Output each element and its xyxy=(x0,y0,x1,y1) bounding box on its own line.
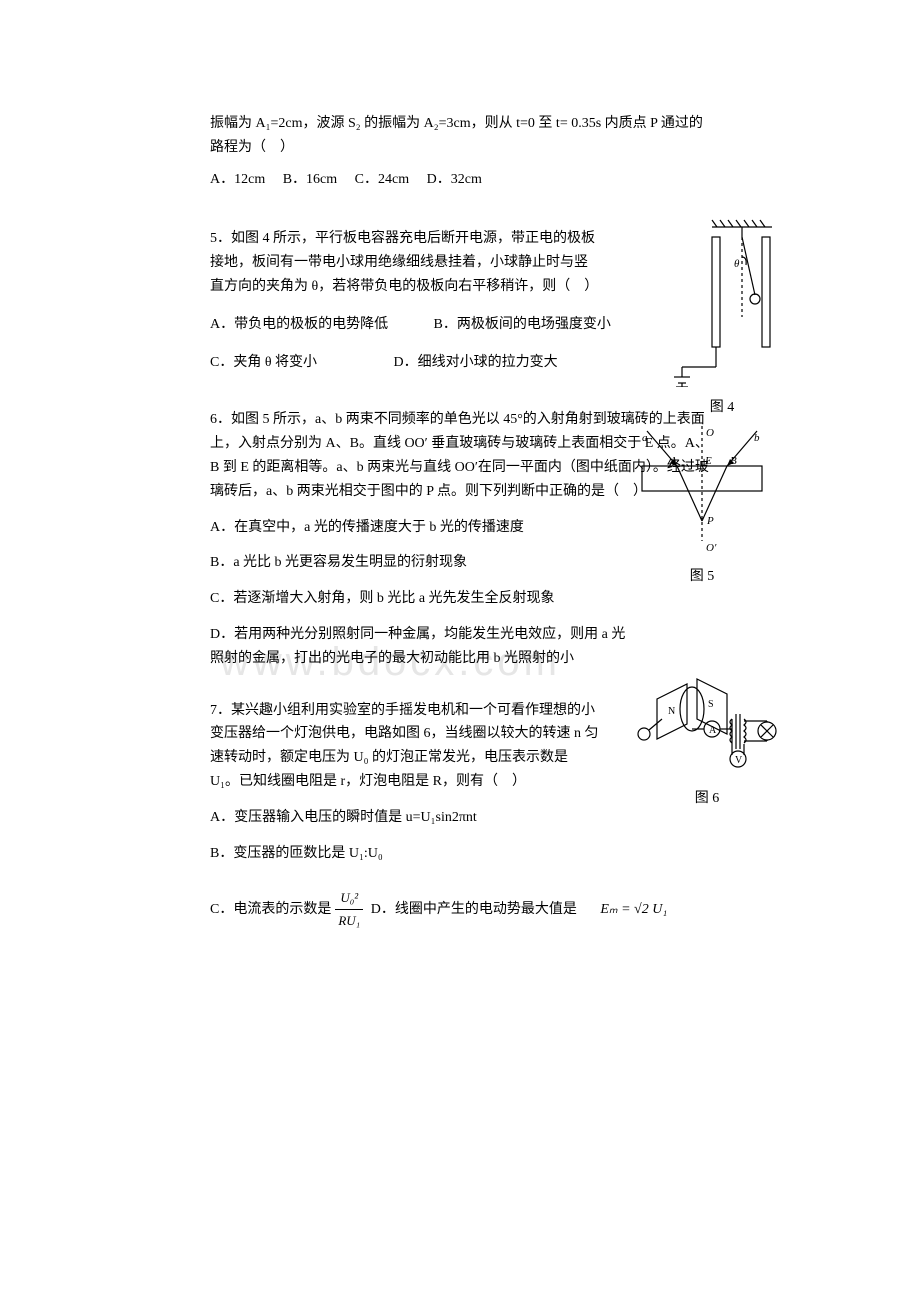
fig5-label-b: b xyxy=(754,432,760,444)
q4-choice-d: D．32cm xyxy=(427,172,482,187)
question-5: 5．如图 4 所示，平行板电容器充电后断开电源，带正电的极板接地，板间有一带电小… xyxy=(210,227,712,374)
fig5-label-Oprime: O′ xyxy=(706,542,717,554)
figure-5-svg: O O′ A B E P a b xyxy=(632,426,772,556)
fig5-label-B: B xyxy=(730,455,737,467)
figure-6-label: 图 6 xyxy=(632,787,782,811)
q6-choice-c: C．若逐渐增大入射角，则 b 光比 a 光先发生全反射现象 xyxy=(210,587,712,611)
figure-4: θ xyxy=(662,217,782,420)
q4-choices: A．12cm B．16cm C．24cm D．32cm xyxy=(210,168,712,192)
fig6-label-N: N xyxy=(668,706,675,717)
q7-choice-d-prefix: D．线圈中产生的电动势最大值是 xyxy=(371,902,577,917)
q5-choice-c: C．夹角 θ 将变小 xyxy=(210,351,390,375)
fig6-label-A: A xyxy=(709,725,717,736)
q5-choice-d: D．细线对小球的拉力变大 xyxy=(394,351,558,375)
q7-choice-b: B．变压器的匝数比是 U₁:U₀ xyxy=(210,842,712,866)
page-content: 振幅为 A₁=2cm，波源 S₂ 的振幅为 A₂=3cm，则从 t=0 至 t=… xyxy=(0,0,920,933)
figure-5-label: 图 5 xyxy=(632,565,772,589)
svg-text:θ: θ xyxy=(734,258,740,270)
fig5-label-E: E xyxy=(704,455,712,467)
fig5-label-O: O xyxy=(706,427,714,439)
figure-5: O O′ A B E P a b 图 5 xyxy=(632,426,772,589)
q5-stem: 5．如图 4 所示，平行板电容器充电后断开电源，带正电的极板接地，板间有一带电小… xyxy=(210,227,600,298)
fig6-label-S: S xyxy=(708,699,714,710)
q7-c-denominator: RU₁ xyxy=(335,910,363,932)
q5-choice-a: A．带负电的极板的电势降低 xyxy=(210,313,430,337)
q4-stem: 振幅为 A₁=2cm，波源 S₂ 的振幅为 A₂=3cm，则从 t=0 至 t=… xyxy=(210,112,710,160)
question-7: 7．某兴趣小组利用实验室的手摇发电机和一个可看作理想的小变压器给一个灯泡供电，电… xyxy=(210,699,712,933)
fig5-label-a: a xyxy=(642,432,648,444)
figure-6-svg: N S A V xyxy=(632,659,782,779)
fig5-label-A: A xyxy=(669,455,677,467)
q4-choice-c: C．24cm xyxy=(355,172,409,187)
figure-6: N S A V 图 6 xyxy=(632,659,782,812)
question-6: 6．如图 5 所示，a、b 两束不同频率的单色光以 45°的入射角射到玻璃砖的上… xyxy=(210,408,712,670)
q5-choices-row1: A．带负电的极板的电势降低 B．两极板间的电场强度变小 xyxy=(210,313,712,337)
q7-c-numerator: U₀² xyxy=(335,887,363,910)
fig6-label-V: V xyxy=(735,755,743,766)
q5-choices-row2: C．夹角 θ 将变小 D．细线对小球的拉力变大 xyxy=(210,351,712,375)
q4-choice-a: A．12cm xyxy=(210,172,265,187)
q7-choice-d-formula: Eₘ = √2 U₁ xyxy=(600,902,667,917)
q4-choice-b: B．16cm xyxy=(283,172,337,187)
fig5-label-P: P xyxy=(706,515,714,527)
q5-choice-b: B．两极板间的电场强度变小 xyxy=(434,313,611,337)
q7-stem: 7．某兴趣小组利用实验室的手摇发电机和一个可看作理想的小变压器给一个灯泡供电，电… xyxy=(210,699,600,794)
q6-choice-d: D．若用两种光分别照射同一种金属，均能发生光电效应，则用 a 光照射的金属，打出… xyxy=(210,623,630,671)
q7-choice-cd-row: C．电流表的示数是 U₀² RU₁ D．线圈中产生的电动势最大值是 Eₘ = √… xyxy=(210,887,712,932)
q7-choice-c-prefix: C．电流表的示数是 xyxy=(210,902,331,917)
question-4-continuation: 振幅为 A₁=2cm，波源 S₂ 的振幅为 A₂=3cm，则从 t=0 至 t=… xyxy=(210,112,712,191)
figure-4-svg: θ xyxy=(662,217,782,387)
